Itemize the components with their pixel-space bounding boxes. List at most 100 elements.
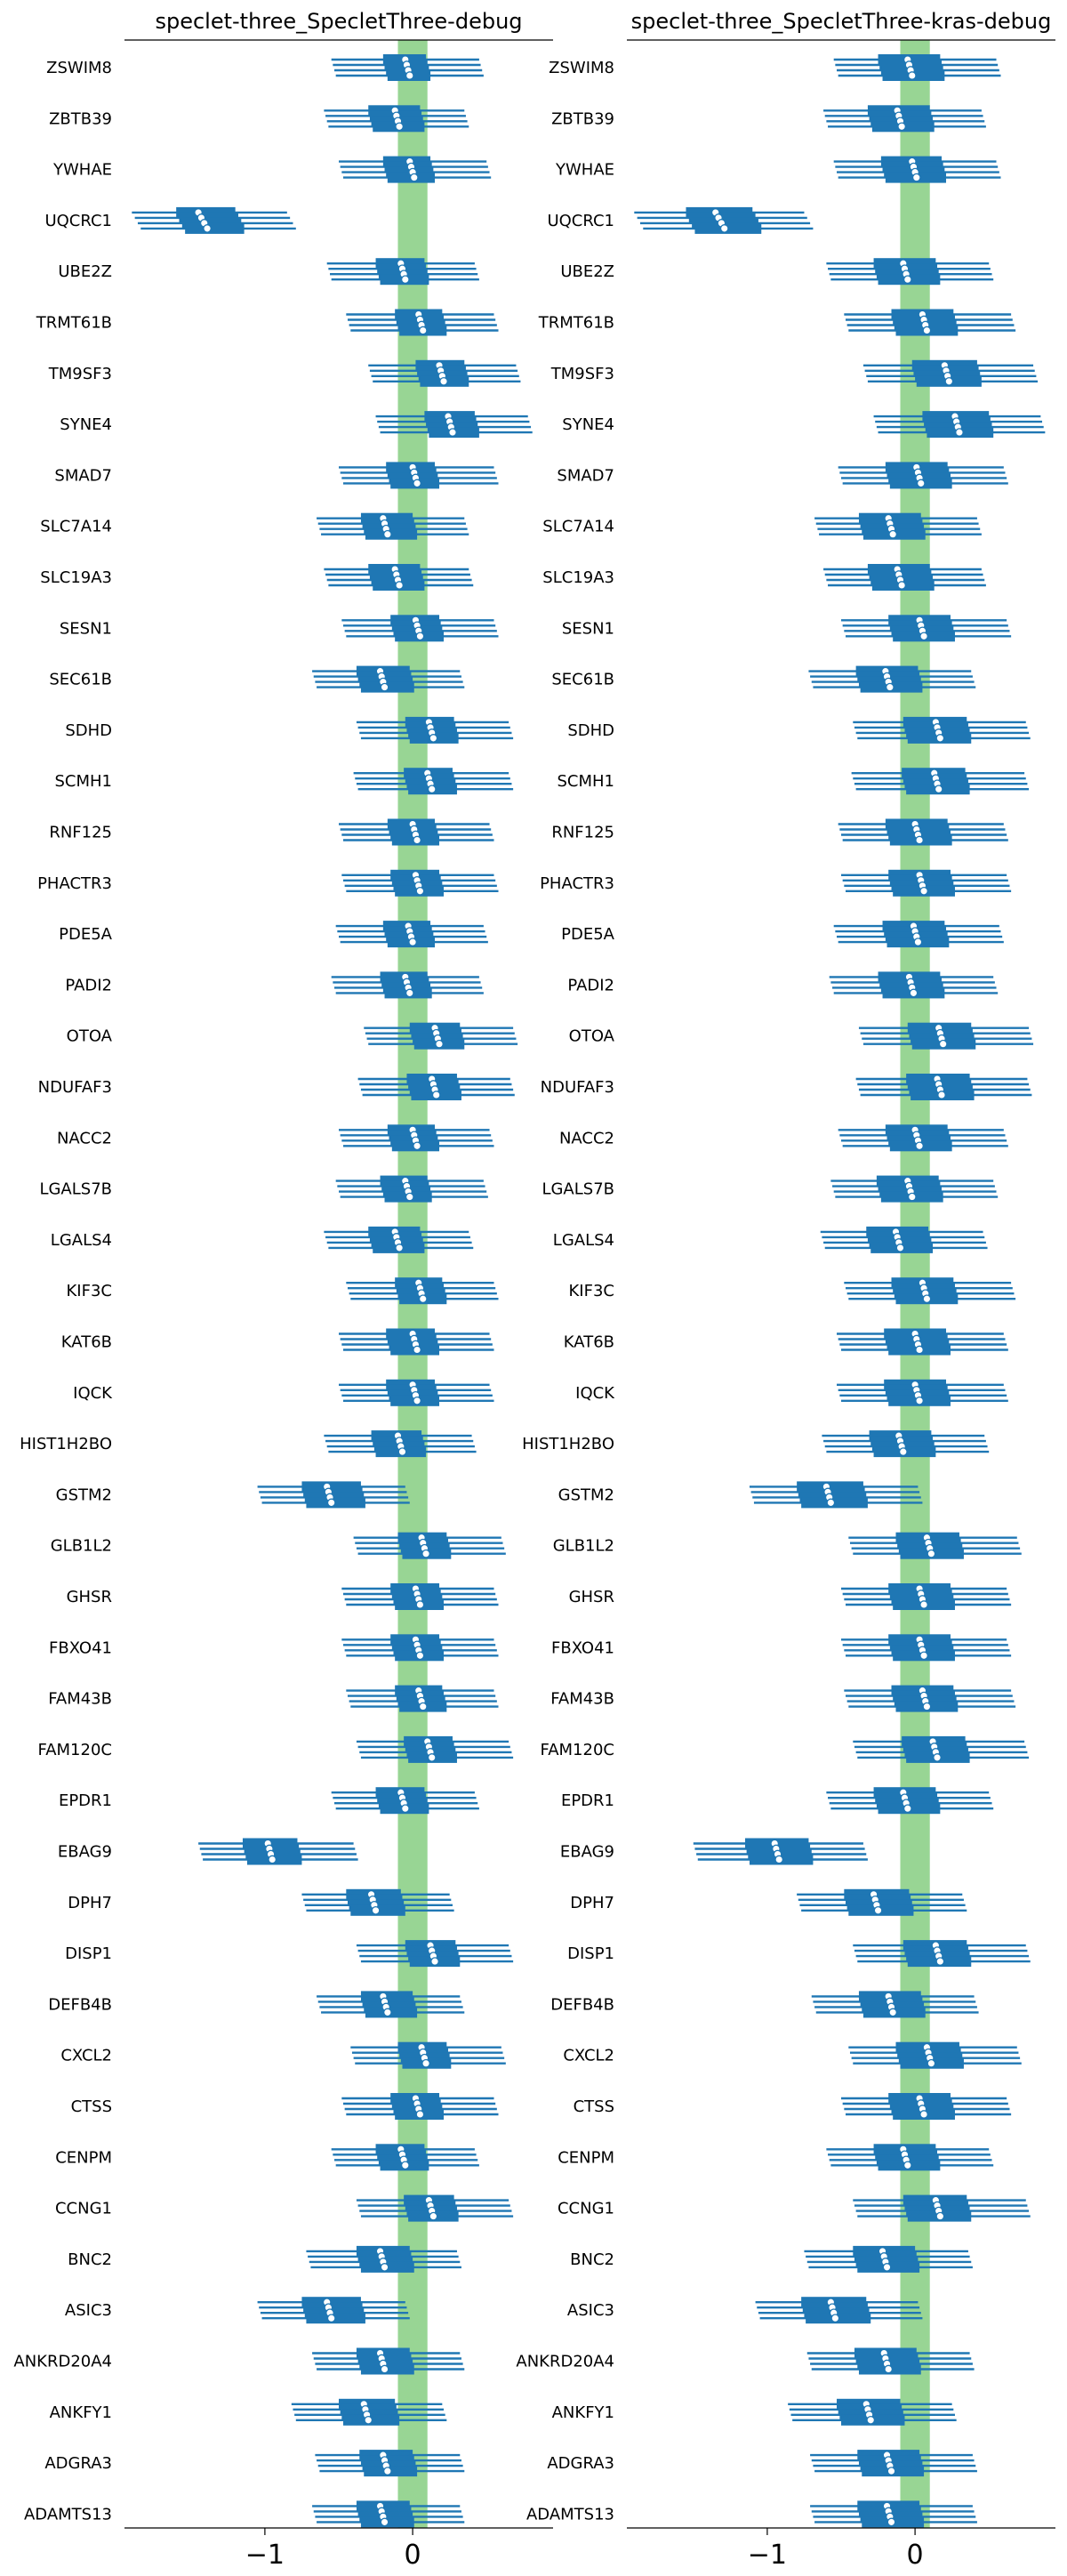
gene-label: SMAD7	[557, 466, 614, 485]
gene-label: EPDR1	[561, 1791, 614, 1810]
gene-label: PDE5A	[561, 925, 615, 944]
gene-row: BNC2	[570, 2245, 973, 2273]
median-marker	[421, 2058, 430, 2068]
median-marker	[413, 1396, 421, 1405]
gene-label: ANKFY1	[50, 2403, 112, 2422]
median-marker	[400, 1804, 410, 1814]
right-panel: speclet-three_SpecletThree-kras-debug ZSW…	[516, 9, 1055, 2571]
gene-label: GSTM2	[558, 1485, 614, 1504]
median-marker	[413, 479, 421, 488]
gene-label: SESN1	[562, 619, 614, 638]
median-marker	[429, 2211, 438, 2221]
median-marker	[944, 376, 954, 386]
median-marker	[826, 1498, 836, 1508]
gene-row: ANKFY1	[50, 2398, 447, 2426]
median-marker	[382, 2008, 392, 2017]
gene-row: IQCK	[575, 1379, 1008, 1406]
gene-label: GHSR	[569, 1588, 614, 1606]
gene-label: FBXO41	[49, 1638, 112, 1657]
median-marker	[427, 785, 437, 794]
median-marker	[203, 224, 212, 233]
gene-label: SESN1	[60, 619, 112, 638]
gene-row: PHACTR3	[37, 869, 499, 897]
median-marker	[907, 1192, 917, 1202]
gene-label: ZBTB39	[551, 109, 614, 128]
gene-label: BNC2	[570, 2250, 614, 2269]
gene-row: SEC61B	[49, 665, 465, 693]
iqr-box	[306, 1497, 365, 1509]
median-marker	[382, 2467, 392, 2475]
median-marker	[922, 1702, 932, 1711]
gene-row: PHACTR3	[540, 869, 1012, 897]
gene-label: GLB1L2	[51, 1537, 112, 1556]
gene-label: PADI2	[65, 976, 112, 994]
gene-label: FAM43B	[48, 1690, 112, 1709]
gene-label: DISP1	[65, 1944, 112, 1963]
gene-label: IQCK	[575, 1384, 615, 1403]
median-marker	[909, 988, 919, 998]
gene-label: PHACTR3	[37, 874, 112, 893]
gene-label: UBE2Z	[58, 262, 112, 281]
gene-label: LGALS4	[51, 1231, 112, 1250]
gene-label: CCNG1	[558, 2200, 614, 2218]
gene-label: NDUFAF3	[541, 1078, 614, 1097]
gene-label: SLC19A3	[542, 568, 614, 587]
gene-row: KAT6B	[564, 1328, 1008, 1356]
gene-row: SLC7A14	[542, 512, 982, 540]
gene-row: TRMT61B	[538, 309, 1016, 336]
median-marker	[884, 2364, 894, 2374]
gene-label: OTOA	[67, 1027, 113, 1046]
median-marker	[955, 428, 964, 437]
median-marker	[397, 1447, 407, 1456]
gene-row: TRMT61B	[36, 309, 499, 336]
median-marker	[395, 581, 404, 590]
median-marker	[922, 1294, 932, 1304]
gene-row: CTSS	[574, 2093, 1012, 2120]
gene-label: SEC61B	[49, 671, 112, 689]
gene-label: CENPM	[55, 2148, 112, 2167]
median-marker	[907, 71, 917, 80]
gene-row: YWHAE	[555, 156, 1001, 183]
gene-label: UQCRC1	[44, 212, 112, 230]
gene-row: SMAD7	[54, 462, 499, 489]
gene-row: NACC2	[559, 1124, 1008, 1152]
gene-label: ANKRD20A4	[13, 2353, 112, 2371]
gene-label: CCNG1	[55, 2200, 112, 2218]
gene-label: TM9SF3	[48, 365, 112, 383]
median-marker	[903, 2161, 912, 2170]
median-marker	[395, 1244, 404, 1252]
median-marker	[935, 2211, 945, 2221]
gene-label: OTOA	[569, 1027, 615, 1046]
gene-label: KIF3C	[569, 1282, 615, 1300]
median-marker	[364, 2415, 373, 2425]
gene-label: ADGRA3	[44, 2454, 112, 2473]
gene-row: GSTM2	[558, 1481, 923, 1509]
median-marker	[919, 2110, 928, 2119]
gene-row: SLC7A14	[40, 512, 469, 540]
median-marker	[380, 2364, 389, 2374]
median-marker	[927, 1549, 936, 1558]
median-marker	[448, 428, 457, 437]
gene-row: CCNG1	[558, 2194, 1031, 2222]
gene-label: SDHD	[65, 721, 112, 740]
gene-row: CCNG1	[55, 2194, 514, 2222]
median-marker	[326, 2314, 336, 2323]
gene-row: ASIC3	[65, 2297, 410, 2324]
gene-label: KAT6B	[564, 1333, 614, 1352]
median-marker	[885, 682, 895, 692]
median-marker	[888, 2008, 898, 2017]
gene-row: SEC61B	[551, 665, 976, 693]
median-marker	[400, 275, 410, 285]
gene-label: FBXO41	[551, 1638, 614, 1657]
median-marker	[430, 1957, 439, 1966]
x-tick-label: −1	[748, 2540, 787, 2571]
gene-label: GSTM2	[56, 1485, 112, 1504]
median-marker	[935, 734, 945, 743]
gene-label: SCMH1	[557, 772, 614, 791]
median-marker	[866, 2415, 876, 2425]
median-marker	[408, 938, 417, 946]
median-marker	[938, 1039, 948, 1049]
gene-row: HIST1H2BO	[20, 1430, 477, 1458]
gene-row: SCMH1	[557, 768, 1030, 795]
median-marker	[922, 326, 932, 335]
